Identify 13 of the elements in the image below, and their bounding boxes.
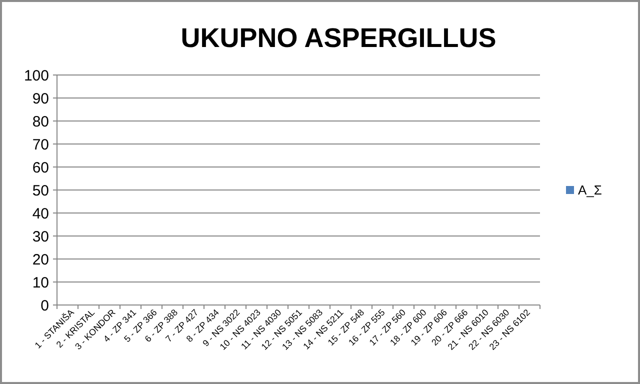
y-tick-label: 20 — [32, 251, 49, 268]
y-tick-label: 30 — [32, 228, 49, 246]
y-tick-label: 100 — [24, 67, 49, 84]
y-tick-label: 80 — [32, 113, 49, 130]
y-tick-label: 10 — [32, 274, 49, 292]
y-tick-label: 50 — [32, 182, 49, 200]
y-tick-label: 70 — [32, 136, 49, 154]
legend-label: A_Σ — [578, 182, 602, 198]
y-tick-label: 60 — [32, 159, 49, 176]
chart-title: UKUPNO ASPERGILLUS — [180, 23, 496, 53]
y-tick-label: 0 — [40, 297, 49, 314]
y-tick-label: 90 — [32, 90, 49, 108]
y-tick-label: 40 — [32, 205, 49, 222]
